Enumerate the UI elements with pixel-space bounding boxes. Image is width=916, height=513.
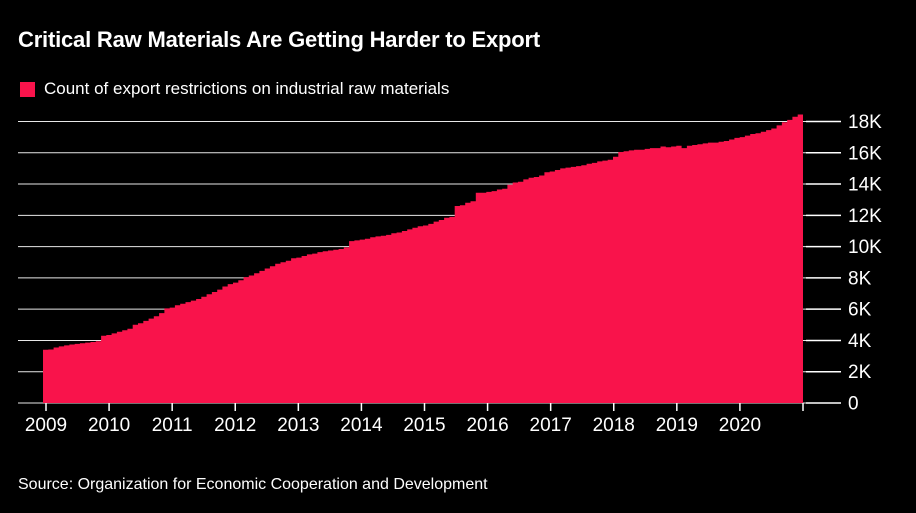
y-axis-label: 2K: [848, 362, 872, 383]
legend-swatch-icon: [20, 81, 35, 97]
x-axis-label: 2014: [340, 415, 383, 436]
y-axis-label: 10K: [848, 237, 882, 258]
chart-legend: Count of export restrictions on industri…: [20, 79, 449, 99]
y-axis-label: 4K: [848, 331, 872, 352]
y-axis-label: 8K: [848, 268, 872, 289]
x-axis-label: 2018: [593, 415, 635, 436]
x-axis-label: 2012: [214, 415, 256, 436]
x-axis-label: 2019: [656, 415, 698, 436]
y-axis-label: 6K: [848, 300, 872, 321]
x-axis-label: 2010: [88, 415, 130, 436]
x-axis-label: 2011: [152, 415, 193, 436]
area-series: [43, 114, 803, 403]
x-axis-label: 2017: [530, 415, 572, 436]
y-axis-label: 0: [848, 394, 859, 415]
x-axis-label: 2015: [403, 415, 445, 436]
y-axis-label: 18K: [848, 112, 882, 133]
source-attribution: Source: Organization for Economic Cooper…: [18, 476, 488, 493]
y-axis-label: 12K: [848, 206, 882, 227]
x-axis-label: 2013: [277, 415, 319, 436]
x-axis-label: 2020: [719, 415, 761, 436]
y-axis-label: 16K: [848, 143, 882, 164]
legend-label: Count of export restrictions on industri…: [44, 79, 450, 98]
x-axis-label: 2016: [466, 415, 508, 436]
chart-title: Critical Raw Materials Are Getting Harde…: [18, 27, 541, 52]
y-axis-label: 14K: [848, 175, 882, 196]
x-axis-label: 2009: [25, 415, 67, 436]
